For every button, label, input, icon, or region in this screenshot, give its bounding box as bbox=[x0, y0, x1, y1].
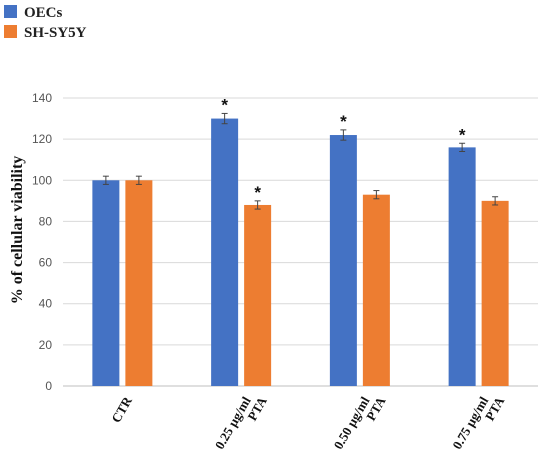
bar-oecs bbox=[92, 180, 120, 386]
x-tick-label-line: PTA bbox=[482, 394, 508, 424]
x-tick-label-line: 0.25 µg/ml bbox=[212, 394, 254, 452]
legend: OECs SH-SY5Y bbox=[4, 5, 87, 41]
bars: * * * * bbox=[92, 95, 509, 387]
y-tick-label: 0 bbox=[45, 379, 52, 393]
x-tick-label-line: 0.75 µg/ml bbox=[449, 394, 491, 452]
bar-oecs bbox=[448, 147, 476, 386]
x-tick-label: CTR bbox=[108, 393, 135, 425]
significance-marker: * bbox=[340, 112, 347, 131]
bar-sh-sy5y bbox=[481, 200, 509, 386]
bar-oecs bbox=[211, 118, 239, 387]
y-axis-label: % of cellular viability bbox=[9, 156, 26, 305]
legend-swatch-oecs bbox=[4, 5, 17, 18]
bar-sh-sy5y bbox=[125, 180, 153, 386]
x-tick-label-line: PTA bbox=[244, 394, 270, 424]
y-tick-label: 40 bbox=[39, 297, 53, 311]
y-tick-label: 100 bbox=[32, 173, 52, 187]
y-tick-label: 20 bbox=[39, 338, 53, 352]
x-tick-label-line: PTA bbox=[363, 394, 389, 424]
bar-sh-sy5y bbox=[244, 204, 272, 386]
y-axis: 0 20 40 60 80 100 120 140 bbox=[32, 91, 52, 393]
bar-sh-sy5y bbox=[362, 194, 390, 386]
bar-oecs bbox=[329, 135, 357, 386]
significance-marker: * bbox=[221, 95, 228, 114]
significance-marker: * bbox=[459, 125, 466, 144]
x-tick-label-line: 0.50 µg/ml bbox=[330, 394, 372, 452]
significance-marker: * bbox=[254, 183, 261, 202]
x-axis: CTR 0.25 µg/mlPTA 0.50 µg/mlPTA 0.75 µg/mlP… bbox=[108, 387, 507, 459]
legend-label: SH-SY5Y bbox=[24, 25, 87, 41]
y-tick-label: 60 bbox=[39, 256, 53, 270]
x-tick-label: 0.25 µg/mlPTA bbox=[212, 387, 270, 459]
legend-swatch-sh-sy5y bbox=[4, 25, 17, 38]
x-tick-label: 0.50 µg/mlPTA bbox=[330, 387, 388, 459]
y-tick-label: 120 bbox=[32, 132, 52, 146]
x-tick-label-line: CTR bbox=[108, 393, 135, 425]
y-tick-label: 140 bbox=[32, 91, 52, 105]
legend-label: OECs bbox=[24, 5, 63, 21]
x-tick-label: 0.75 µg/mlPTA bbox=[449, 387, 507, 459]
y-tick-label: 80 bbox=[39, 214, 53, 228]
